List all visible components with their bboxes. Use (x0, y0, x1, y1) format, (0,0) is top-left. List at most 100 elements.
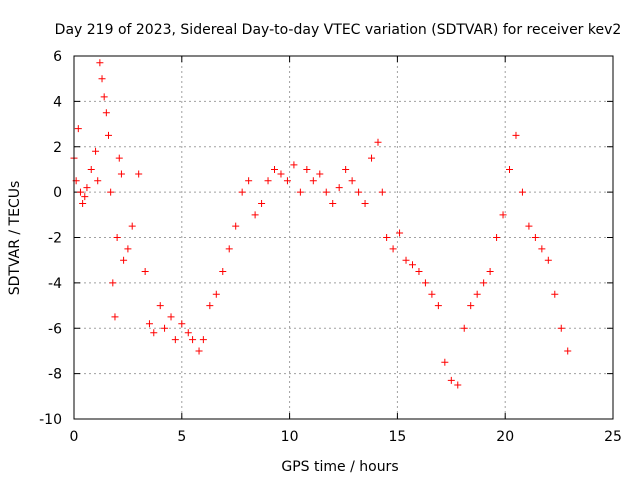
plot-frame (73, 55, 614, 420)
data-point (98, 75, 106, 83)
x-tick-label: 15 (388, 429, 406, 445)
data-point (258, 199, 266, 207)
x-axis-label: GPS time / hours (281, 459, 398, 475)
data-point (428, 290, 436, 298)
data-point (171, 336, 179, 344)
data-point (383, 234, 391, 241)
data-point (167, 313, 175, 321)
y-axis-label: SDTVAR / TECUs (7, 181, 23, 296)
data-point (408, 261, 416, 269)
data-point (342, 165, 350, 173)
y-tick-label: -4 (48, 276, 62, 292)
x-tick-label: 25 (604, 429, 622, 445)
data-point (178, 320, 186, 328)
data-point (111, 313, 119, 321)
data-point (538, 245, 546, 253)
data-point (493, 234, 501, 241)
y-tick-label: -2 (48, 231, 62, 247)
data-point (219, 268, 227, 276)
data-point (355, 188, 363, 196)
data-point (199, 336, 207, 344)
data-point (156, 302, 164, 310)
data-point (141, 268, 149, 276)
data-point (100, 93, 108, 101)
data-point (473, 290, 481, 298)
data-point (506, 165, 514, 173)
data-point (283, 177, 291, 185)
data-point (303, 165, 311, 173)
data-point (329, 199, 337, 207)
data-point (109, 279, 117, 287)
data-point (374, 138, 382, 146)
data-point (296, 188, 304, 196)
data-point (389, 245, 397, 253)
data-point (87, 165, 95, 173)
x-tick-label: 5 (177, 429, 186, 445)
x-tick-label: 10 (281, 429, 299, 445)
data-point (441, 358, 449, 366)
data-point (335, 184, 343, 192)
data-point (447, 376, 455, 384)
data-point (564, 347, 572, 355)
data-point (531, 234, 539, 241)
data-point (120, 256, 128, 264)
y-tick-label: 0 (53, 185, 62, 201)
data-point (316, 170, 324, 178)
data-point (368, 154, 376, 162)
data-point (206, 302, 214, 310)
data-point (277, 170, 285, 178)
data-point (225, 245, 233, 253)
data-point (92, 147, 100, 155)
data-point (544, 256, 552, 264)
data-point (396, 229, 404, 237)
chart-title: Day 219 of 2023, Sidereal Day-to-day VTE… (55, 22, 622, 38)
y-tick-label: 2 (53, 140, 62, 156)
data-point (150, 329, 158, 337)
data-point (115, 154, 123, 162)
data-point (480, 279, 488, 287)
data-point (264, 177, 272, 185)
data-point (434, 302, 442, 310)
data-point (467, 302, 475, 310)
data-point (124, 245, 132, 253)
data-point (499, 211, 507, 219)
data-point (83, 184, 91, 192)
y-tick-label: 6 (53, 49, 62, 65)
data-point (74, 125, 82, 133)
data-point (348, 177, 356, 185)
data-point (212, 290, 220, 298)
data-point (551, 290, 559, 298)
data-point (378, 188, 386, 196)
y-tick-label: -10 (39, 412, 62, 428)
data-point (135, 170, 143, 178)
data-point (189, 336, 197, 344)
data-point (238, 188, 246, 196)
x-tick-label: 20 (496, 429, 514, 445)
data-point (232, 222, 240, 230)
data-point (271, 165, 279, 173)
data-point (104, 131, 112, 139)
data-point (161, 324, 169, 332)
data-point (145, 320, 153, 328)
data-point (96, 59, 104, 67)
data-point (309, 177, 317, 185)
data-point (518, 188, 526, 196)
grid-lines (74, 56, 613, 419)
data-point (454, 381, 462, 389)
data-point (251, 211, 259, 219)
data-point (290, 161, 298, 169)
data-point (102, 109, 110, 117)
data-point (195, 347, 203, 355)
data-point (184, 329, 192, 337)
data-point (460, 324, 468, 332)
data-point (245, 177, 253, 185)
data-point (525, 222, 533, 230)
y-tick-label: -8 (48, 367, 62, 383)
data-point (486, 268, 494, 276)
data-point (361, 199, 369, 207)
data-point (81, 193, 89, 201)
data-point (117, 170, 125, 178)
x-tick-label: 0 (70, 429, 79, 445)
data-point (557, 324, 565, 332)
